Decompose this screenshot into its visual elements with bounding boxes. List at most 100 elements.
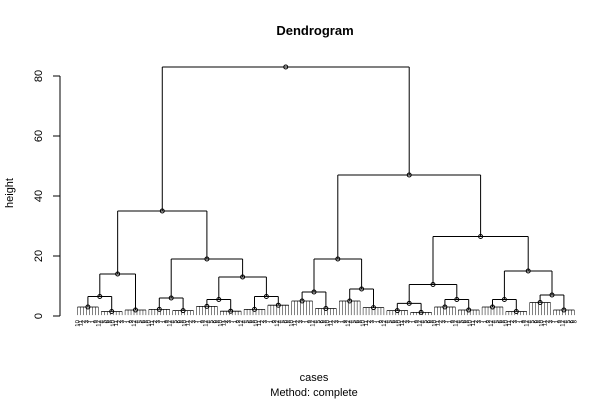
leaf-label-100: 7 bbox=[373, 319, 379, 323]
leaf-label-126: 9 bbox=[450, 319, 456, 323]
leaf-label-114: 9 bbox=[415, 319, 421, 323]
leaf-label-136: 7 bbox=[480, 319, 486, 323]
leaf-label-135: 3 bbox=[477, 319, 483, 323]
leaf-label-27: 3 bbox=[156, 319, 162, 323]
leaf-label-85: 11 bbox=[328, 319, 334, 326]
leaf-label-73: 11 bbox=[293, 319, 299, 326]
dendrogram-tree bbox=[77, 64, 575, 316]
leaf-label-47: 8 bbox=[215, 319, 221, 323]
leaf-label-8: 4 bbox=[99, 319, 105, 323]
leaf-label-101: 1 bbox=[376, 319, 382, 323]
leaf-label-145: 11 bbox=[507, 319, 513, 326]
leaf-label-5: 1 bbox=[90, 319, 96, 323]
leaf-label-14: 2 bbox=[117, 319, 123, 323]
leaf-label-69: 5 bbox=[281, 319, 287, 323]
leaf-label-123: 3 bbox=[441, 319, 447, 323]
leaf-label-111: 3 bbox=[406, 319, 412, 323]
leaf-label-110: 2 bbox=[403, 319, 409, 323]
node-marker-40 bbox=[283, 64, 289, 70]
leaf-label-83: 8 bbox=[322, 319, 328, 323]
leaf-label-65: 1 bbox=[269, 319, 275, 323]
leaf-label-150: 9 bbox=[522, 319, 528, 323]
leaf-label-134: 2 bbox=[474, 319, 480, 323]
leaf-label-103: 12 bbox=[382, 319, 388, 326]
leaf-label-46: 6 bbox=[212, 319, 218, 323]
leaf-label-77: 1 bbox=[305, 319, 311, 323]
leaf-label-45: 5 bbox=[209, 319, 215, 323]
leaf-label-165: 5 bbox=[566, 319, 572, 323]
leaf-label-19: 12 bbox=[132, 319, 138, 326]
leaf-label-96: 10 bbox=[361, 319, 367, 326]
leaf-label-139: 12 bbox=[489, 319, 495, 326]
leaf-label-76: 7 bbox=[302, 319, 308, 323]
leaf-label-129: 5 bbox=[459, 319, 465, 323]
leaf-label-21: 5 bbox=[138, 319, 144, 323]
y-tick-label-80: 80 bbox=[33, 70, 45, 82]
leaf-label-15: 3 bbox=[120, 319, 126, 323]
leaf-label-167: 8 bbox=[572, 319, 578, 323]
leaf-label-10: 6 bbox=[105, 319, 111, 323]
leaf-label-17: 1 bbox=[126, 319, 132, 323]
leaf-label-55: 12 bbox=[239, 319, 245, 326]
leaf-label-132: 10 bbox=[468, 319, 474, 326]
method-subtitle: Method: complete bbox=[270, 387, 357, 399]
leaf-label-0: 10 bbox=[75, 319, 81, 326]
y-tick-label-40: 40 bbox=[33, 190, 45, 202]
leaf-label-74: 2 bbox=[296, 319, 302, 323]
leaf-label-28: 7 bbox=[159, 319, 165, 323]
leaf-label-130: 6 bbox=[462, 319, 468, 323]
y-axis-label: height bbox=[4, 178, 16, 208]
leaf-label-95: 8 bbox=[358, 319, 364, 323]
leaf-label-22: 6 bbox=[141, 319, 147, 323]
leaf-label-90: 9 bbox=[343, 319, 349, 323]
leaf-label-131: 8 bbox=[465, 319, 471, 323]
leaf-label-144: 10 bbox=[504, 319, 510, 326]
y-tick-label-60: 60 bbox=[33, 130, 45, 142]
leaf-label-155: 8 bbox=[537, 319, 543, 323]
leaf-label-60: 10 bbox=[254, 319, 260, 326]
leaf-label-94: 6 bbox=[355, 319, 361, 323]
leaf-label-160: 7 bbox=[551, 319, 557, 323]
leaf-label-154: 6 bbox=[534, 319, 540, 323]
leaf-label-104: 4 bbox=[385, 319, 391, 323]
leaf-label-59: 8 bbox=[251, 319, 257, 323]
leaf-label-53: 1 bbox=[233, 319, 239, 323]
leaf-label-164: 4 bbox=[563, 319, 569, 323]
leaf-label-13: 11 bbox=[114, 319, 120, 326]
leaf-label-44: 4 bbox=[206, 319, 212, 323]
leaf-label-49: 11 bbox=[221, 319, 227, 326]
leaf-label-58: 6 bbox=[248, 319, 254, 323]
leaf-label-56: 4 bbox=[242, 319, 248, 323]
leaf-label-108: 10 bbox=[397, 319, 403, 326]
leaf-label-40: 7 bbox=[194, 319, 200, 323]
y-axis: 0 20 40 60 80 bbox=[33, 70, 61, 319]
leaf-label-121: 11 bbox=[435, 319, 441, 326]
leaf-label-116: 4 bbox=[421, 319, 427, 323]
leaf-label-138: 9 bbox=[486, 319, 492, 323]
leaf-label-133: 11 bbox=[471, 319, 477, 326]
leaf-label-4: 7 bbox=[87, 319, 93, 323]
leaf-label-3: 3 bbox=[84, 319, 90, 323]
leaf-label-120: 10 bbox=[432, 319, 438, 326]
leaf-label-153: 5 bbox=[531, 319, 537, 323]
leaf-label-80: 4 bbox=[313, 319, 319, 323]
leaf-label-18: 9 bbox=[129, 319, 135, 323]
leaf-label-118: 6 bbox=[427, 319, 433, 323]
leaf-label-6: 9 bbox=[93, 319, 99, 323]
leaf-label-146: 2 bbox=[510, 319, 516, 323]
leaf-label-99: 3 bbox=[370, 319, 376, 323]
leaf-label-87: 3 bbox=[334, 319, 340, 323]
leaf-label-54: 9 bbox=[236, 319, 242, 323]
leaf-label-112: 7 bbox=[409, 319, 415, 323]
leaf-label-117: 5 bbox=[424, 319, 430, 323]
leaf-label-158: 2 bbox=[546, 319, 552, 323]
leaf-label-119: 8 bbox=[430, 319, 436, 323]
leaf-label-68: 4 bbox=[278, 319, 284, 323]
leaf-label-7: 12 bbox=[96, 319, 102, 326]
leaf-label-93: 5 bbox=[352, 319, 358, 323]
leaf-label-81: 5 bbox=[316, 319, 322, 323]
leaf-label-33: 5 bbox=[174, 319, 180, 323]
leaf-label-75: 3 bbox=[299, 319, 305, 323]
leaf-label-141: 5 bbox=[495, 319, 501, 323]
leaf-labels: 1011237191245681011237191245681011237191… bbox=[75, 319, 578, 326]
